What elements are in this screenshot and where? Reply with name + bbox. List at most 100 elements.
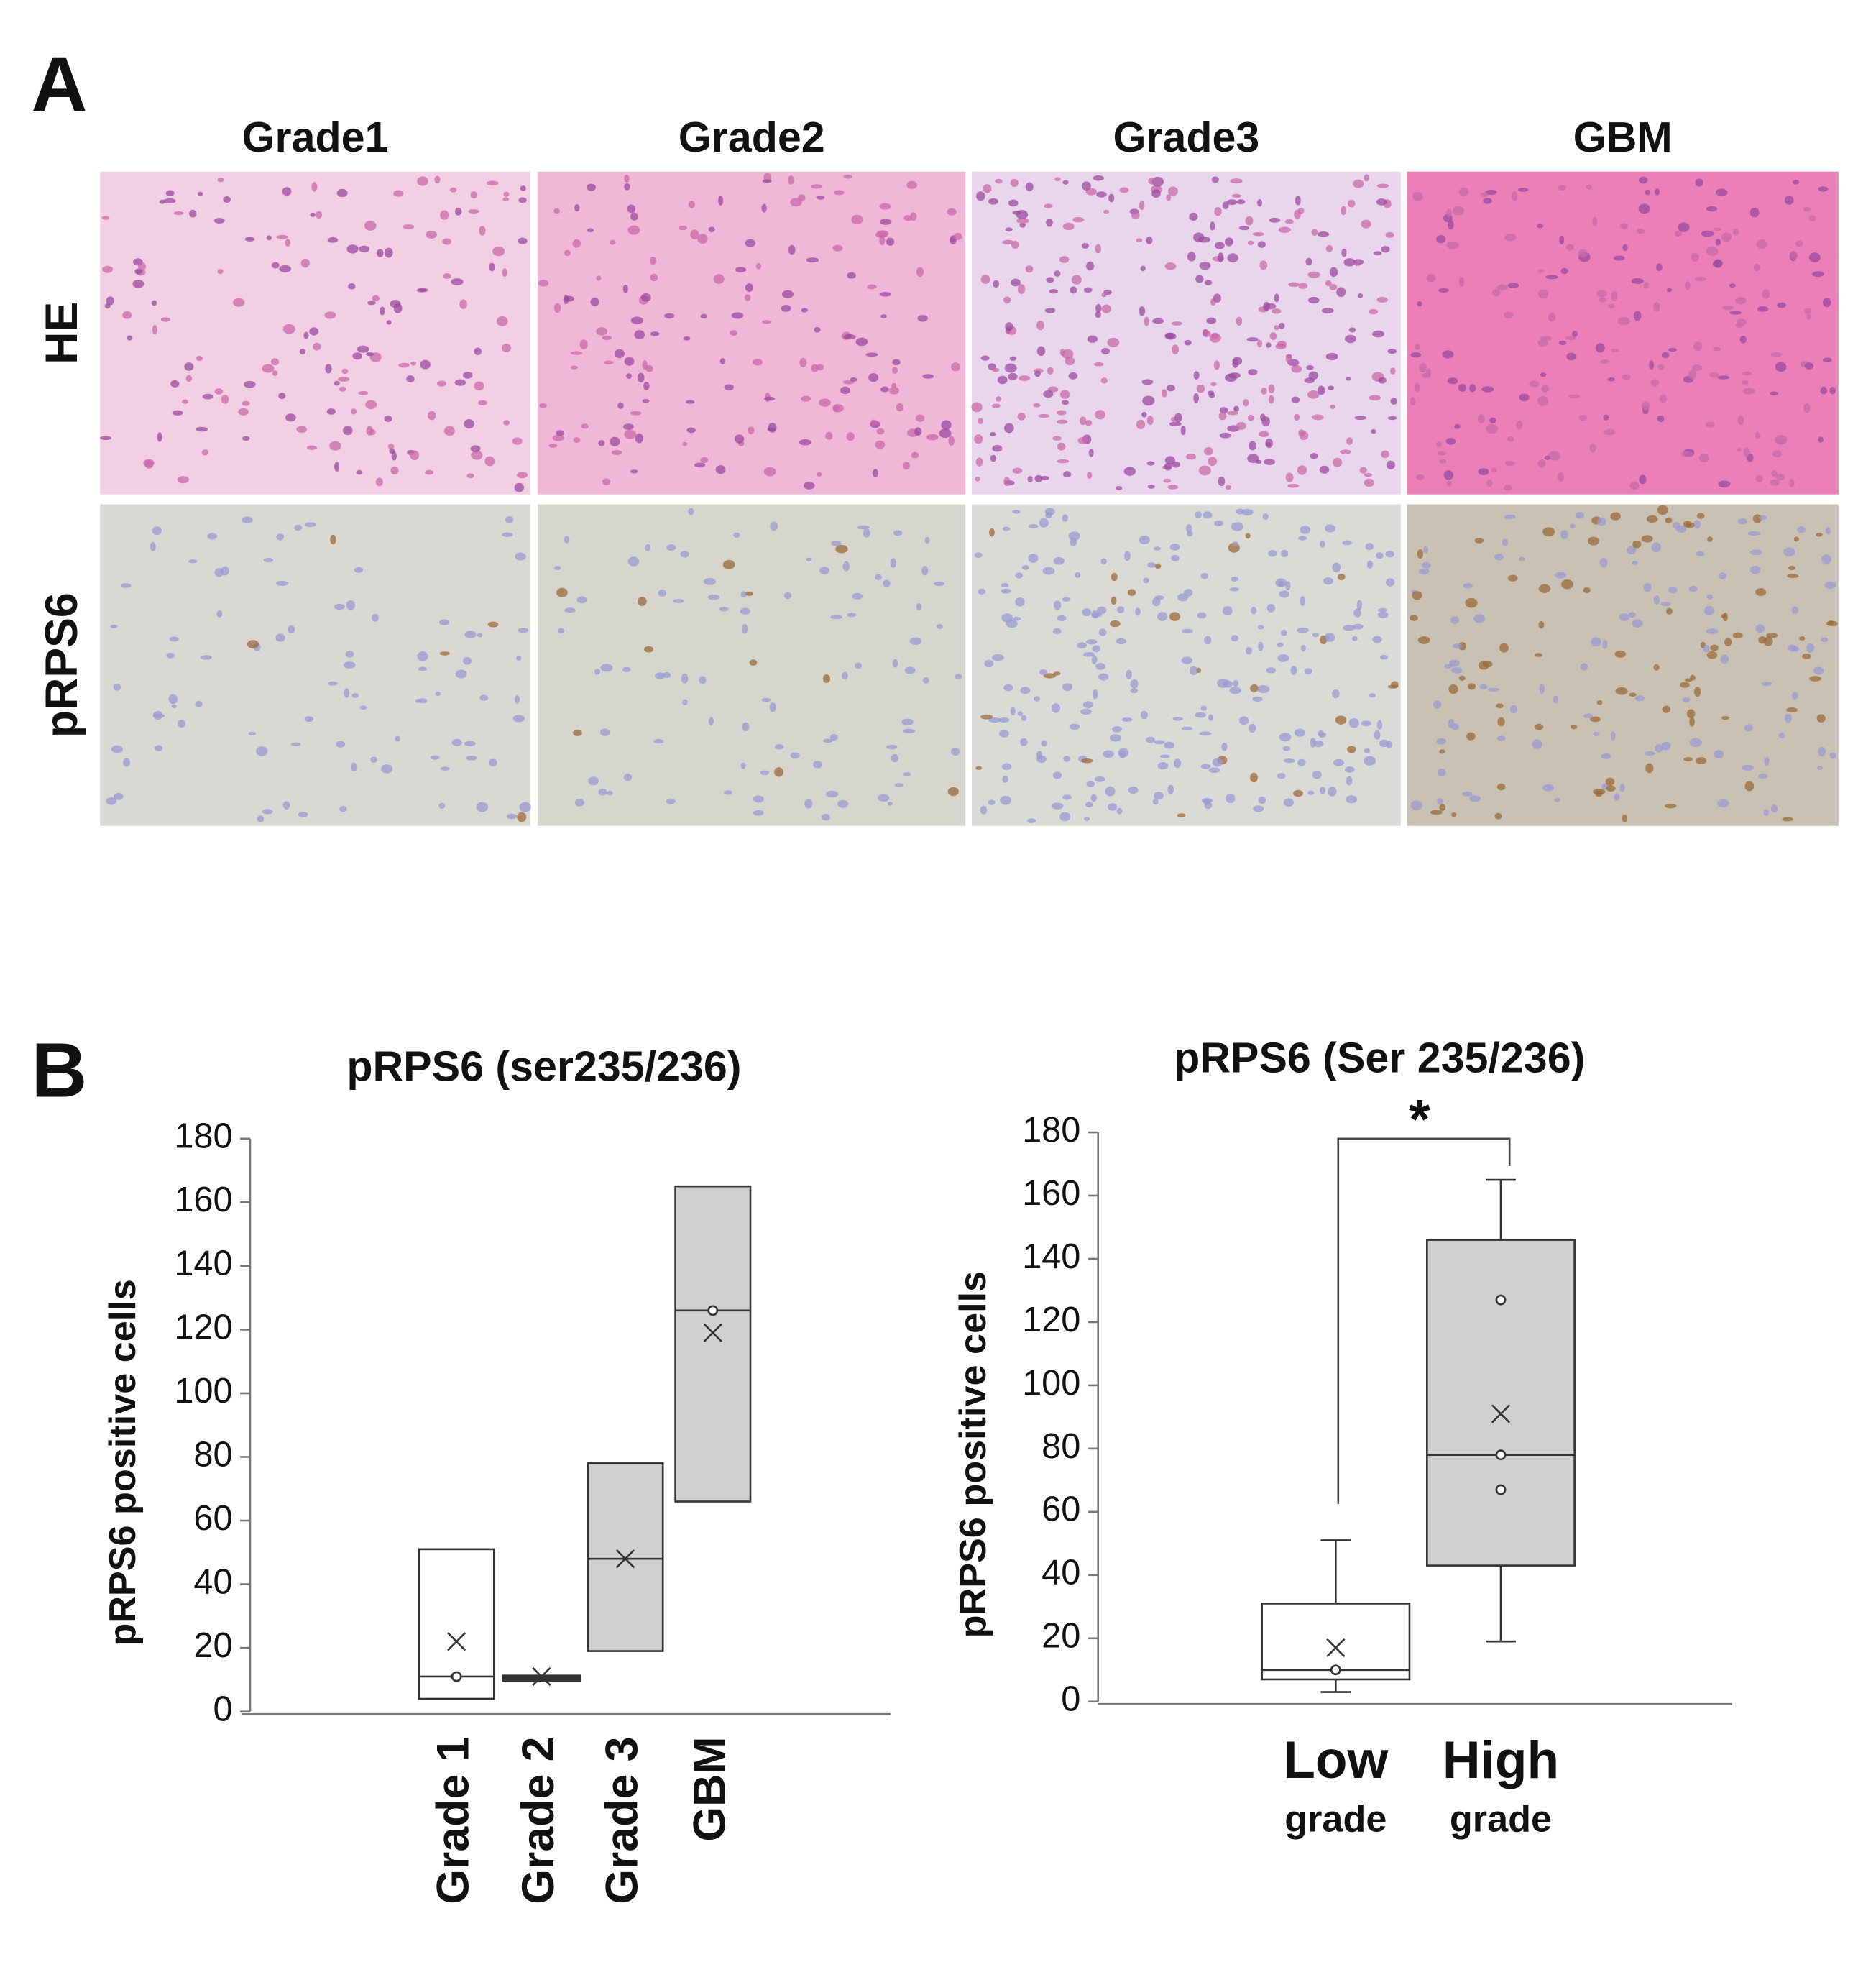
cell bbox=[1090, 794, 1098, 802]
cell bbox=[1770, 479, 1780, 486]
cell bbox=[1011, 241, 1019, 249]
cell bbox=[306, 445, 318, 450]
cell bbox=[624, 357, 635, 366]
cell bbox=[1743, 447, 1750, 457]
cell bbox=[989, 431, 996, 436]
cell bbox=[707, 594, 720, 600]
cell bbox=[1021, 565, 1030, 570]
cell bbox=[975, 477, 980, 482]
cell bbox=[1660, 602, 1671, 607]
cell bbox=[635, 433, 644, 444]
cell bbox=[998, 730, 1009, 738]
cell bbox=[1504, 485, 1513, 491]
cell bbox=[1148, 178, 1157, 185]
cell bbox=[1218, 412, 1227, 421]
cell bbox=[1264, 459, 1276, 465]
micrograph bbox=[538, 171, 966, 495]
cell bbox=[416, 288, 428, 293]
cell bbox=[275, 580, 289, 587]
cell bbox=[1792, 180, 1800, 185]
cell bbox=[1818, 186, 1829, 192]
cell bbox=[1103, 209, 1110, 214]
cell bbox=[1535, 653, 1542, 657]
cell bbox=[519, 802, 531, 812]
cell bbox=[326, 408, 336, 415]
cell bbox=[1333, 758, 1344, 766]
y-tick-label: 160 bbox=[1022, 1174, 1080, 1213]
cell bbox=[781, 290, 794, 298]
cell bbox=[324, 311, 336, 319]
cell bbox=[127, 335, 133, 341]
cell bbox=[1742, 380, 1749, 385]
cell bbox=[933, 581, 945, 586]
cell bbox=[1736, 447, 1742, 452]
cell bbox=[1542, 527, 1555, 537]
cell bbox=[1541, 385, 1550, 393]
cell bbox=[106, 296, 114, 306]
cell bbox=[1450, 616, 1459, 624]
cell bbox=[434, 175, 441, 184]
cell bbox=[947, 787, 959, 797]
cell bbox=[1761, 682, 1772, 687]
cell bbox=[160, 317, 171, 322]
cell bbox=[1075, 572, 1081, 578]
cell bbox=[1298, 536, 1307, 541]
cell bbox=[282, 187, 292, 196]
cell bbox=[182, 399, 188, 404]
cell bbox=[1159, 754, 1170, 758]
cell bbox=[1304, 668, 1312, 675]
cell bbox=[1221, 743, 1228, 751]
cell bbox=[876, 428, 885, 435]
cell bbox=[207, 533, 217, 540]
cell bbox=[217, 269, 224, 275]
cell bbox=[1036, 320, 1044, 331]
cell bbox=[1059, 390, 1070, 400]
cell bbox=[742, 722, 750, 732]
cell bbox=[1059, 812, 1071, 822]
cell bbox=[875, 231, 888, 239]
cell bbox=[553, 303, 561, 313]
cell bbox=[774, 767, 784, 777]
cell bbox=[767, 427, 776, 431]
cell bbox=[514, 482, 525, 492]
cell bbox=[1696, 513, 1705, 519]
cell bbox=[1540, 372, 1547, 377]
cell bbox=[630, 316, 644, 324]
cell bbox=[745, 283, 753, 293]
cell bbox=[1119, 187, 1129, 193]
cell bbox=[410, 450, 420, 461]
cell bbox=[166, 652, 175, 659]
cell bbox=[1003, 477, 1011, 487]
cell bbox=[992, 444, 1003, 452]
cell bbox=[1257, 241, 1266, 248]
cell bbox=[1610, 731, 1616, 741]
cell bbox=[1417, 301, 1422, 307]
cell bbox=[1325, 352, 1338, 361]
cell bbox=[377, 249, 384, 257]
cell bbox=[1169, 544, 1180, 551]
cell bbox=[1015, 572, 1023, 579]
cell bbox=[627, 556, 640, 567]
cell bbox=[1000, 795, 1011, 805]
cell bbox=[983, 184, 992, 193]
cell bbox=[1706, 206, 1718, 212]
y-tick-label: 20 bbox=[193, 1626, 232, 1665]
cell bbox=[1166, 194, 1172, 201]
cell bbox=[1027, 475, 1033, 483]
cell bbox=[1226, 793, 1236, 804]
cell bbox=[1806, 643, 1815, 653]
cell bbox=[106, 797, 117, 805]
cell bbox=[910, 212, 917, 221]
cell bbox=[1461, 792, 1473, 797]
cell bbox=[572, 239, 581, 248]
cell bbox=[1371, 428, 1376, 434]
cell bbox=[248, 731, 257, 736]
cell bbox=[1283, 758, 1295, 764]
cell bbox=[847, 272, 856, 279]
cell bbox=[1808, 676, 1821, 682]
cell bbox=[1200, 705, 1207, 711]
cell bbox=[1144, 316, 1149, 326]
cell bbox=[1256, 339, 1263, 348]
cell bbox=[1537, 289, 1549, 299]
